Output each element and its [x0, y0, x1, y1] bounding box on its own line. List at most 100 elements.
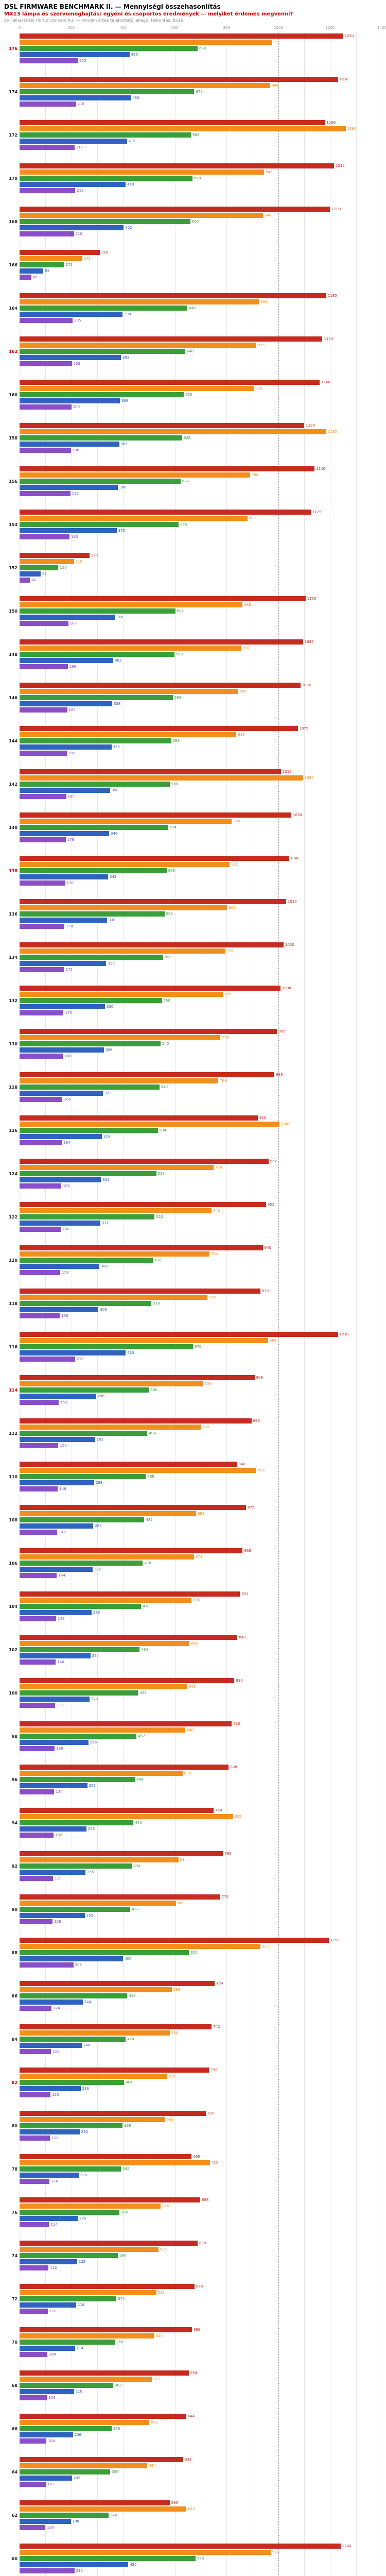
bar-value: 178 — [67, 837, 74, 842]
bar-high — [20, 429, 326, 434]
bar-value: 140 — [57, 1659, 64, 1664]
bar-group: 126 920 1005 534 318 164 — [4, 1115, 382, 1146]
bar-value: 398 — [124, 312, 131, 316]
bar-row: 622 — [20, 478, 382, 484]
bar-turbo — [20, 1938, 329, 1943]
group-bars: 632 494 350 202 102 — [20, 2456, 382, 2487]
bar-row: 172 — [20, 967, 382, 973]
bar-row: 574 — [20, 824, 382, 831]
bar-row: 520 — [20, 2333, 382, 2339]
bar-row: 172 — [20, 262, 382, 268]
bar-turbo — [20, 942, 284, 947]
bar-row: 1230 — [20, 1331, 382, 1337]
bar-turbo — [20, 2457, 183, 2462]
bar-turbo — [20, 1635, 238, 1640]
bar-group: 64 632 494 350 202 102 — [4, 2456, 382, 2487]
bar-high — [20, 1814, 233, 1819]
bar-value: 214 — [76, 2346, 83, 2350]
bar-low — [20, 831, 109, 836]
bar-row: 342 — [20, 874, 382, 880]
bar-row: 750 — [20, 1807, 382, 1814]
bar-eco — [20, 101, 76, 107]
bar-value: 470 — [143, 1604, 150, 1608]
bar-value: 598 — [176, 652, 183, 656]
bar-row: 1185 — [20, 429, 382, 435]
bar-eco — [20, 1703, 56, 1708]
bar-turbo — [20, 2327, 192, 2332]
bar-row: 282 — [20, 1566, 382, 1572]
bar-row: 92 — [20, 268, 382, 274]
bar-value: 255 — [87, 1870, 94, 1874]
bar-mid — [20, 1301, 152, 1306]
bar-value: 662 — [192, 132, 200, 137]
bar-row: 338 — [20, 917, 382, 923]
bar-value: 852 — [241, 1591, 249, 1596]
bar-value: 182 — [68, 751, 75, 755]
bar-row: 205 — [20, 317, 382, 324]
chart-title: DSL FIRMWARE BENCHMARK II. — Mennyiségi … — [4, 3, 221, 10]
bar-mid — [20, 998, 162, 1003]
bar-row: 820 — [20, 818, 382, 824]
group-label: 96 — [11, 1777, 17, 1782]
bar-row: 140 — [20, 1659, 382, 1665]
bar-high — [20, 1511, 196, 1516]
bar-group: 74 688 536 380 222 112 — [4, 2240, 382, 2271]
bar-group: 68 654 511 362 210 106 — [4, 2370, 382, 2401]
bar-row: 1095 — [20, 639, 382, 645]
bar-row: 180 — [20, 793, 382, 800]
bar-mid — [20, 738, 171, 743]
bar-row: 855 — [20, 645, 382, 651]
bar-value: 536 — [160, 2247, 167, 2251]
bar-value: 775 — [221, 1894, 229, 1899]
bar-high — [20, 732, 237, 737]
bar-row: 362 — [20, 657, 382, 664]
bar-eco — [20, 2395, 47, 2400]
bar-row: 708 — [20, 1381, 382, 1387]
bar-mid — [20, 1431, 148, 1436]
bar-eco — [20, 145, 75, 150]
bar-value: 120 — [52, 2092, 59, 2097]
bar-group: 140 1050 820 574 346 178 — [4, 812, 382, 843]
group-bars: 580 645 344 198 100 — [20, 2500, 382, 2531]
bar-high — [20, 1122, 280, 1127]
bar-low — [20, 1740, 89, 1745]
group-bars: 908 708 500 296 152 — [20, 1375, 382, 1405]
group-bars: 962 750 528 315 162 — [20, 1158, 382, 1189]
bar-group: 158 1100 1185 628 385 198 — [4, 422, 382, 453]
bar-value: 1095 — [304, 775, 314, 780]
group-label: 62 — [11, 2513, 17, 2518]
bar-row: 335 — [20, 960, 382, 967]
bar-value: 318 — [103, 1134, 111, 1139]
bar-high — [20, 1684, 187, 1689]
bar-row: 116 — [20, 2178, 382, 2184]
bar-value: 114 — [50, 2222, 58, 2227]
bar-mid — [20, 1604, 142, 1609]
bar-value: 962 — [270, 1159, 277, 1163]
bar-value: 830 — [236, 1678, 243, 1683]
bar-value: 732 — [210, 2067, 218, 2072]
bar-low — [20, 52, 130, 57]
group-bars: 1050 820 574 346 178 — [20, 812, 382, 843]
bar-row: 410 — [20, 2036, 382, 2042]
bar-value: 344 — [110, 2513, 117, 2517]
group-bars: 1240 970 680 420 212 — [20, 2543, 382, 2574]
bar-low — [20, 312, 123, 317]
bar-high — [20, 1425, 201, 1430]
group-bars: 1008 786 550 330 170 — [20, 985, 382, 1016]
bar-value: 975 — [273, 40, 280, 44]
bar-row: 326 — [20, 1047, 382, 1053]
bar-row: 654 — [20, 2370, 382, 2376]
bar-value: 735 — [211, 2160, 218, 2165]
bar-high — [20, 1338, 268, 1343]
bar-row: 296 — [20, 1393, 382, 1399]
bar-value: 522 — [156, 1214, 163, 1219]
bar-row: 494 — [20, 1430, 382, 1436]
bar-low — [20, 744, 112, 750]
group-label: 78 — [11, 2166, 17, 2172]
bar-row: 196 — [20, 490, 382, 497]
bar-row: 488 — [20, 1473, 382, 1480]
bar-high — [20, 948, 225, 954]
bar-eco — [20, 1140, 62, 1145]
group-label: 122 — [9, 1214, 17, 1219]
bar-eco — [20, 534, 70, 539]
